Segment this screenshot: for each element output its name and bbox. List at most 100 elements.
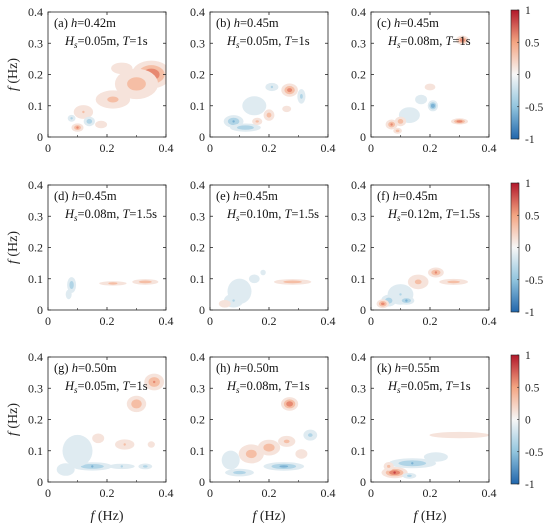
x-tick-label: 0 — [207, 141, 213, 155]
y-tick-label: 0.4 — [351, 5, 366, 19]
x-tick-label: 0.2 — [423, 314, 438, 328]
y-tick-label: 0.1 — [28, 272, 43, 286]
contour-level — [459, 38, 465, 42]
x-tick-label: 0.4 — [321, 314, 336, 328]
panel-heatmap — [385, 35, 469, 134]
panel-heatmap — [221, 397, 318, 477]
contour-level — [263, 443, 275, 452]
heatmap-region — [424, 83, 436, 91]
x-tick-label: 0.4 — [159, 141, 174, 155]
heatmap-region — [297, 89, 306, 104]
heatmap-region — [376, 299, 389, 309]
contour-level — [397, 119, 404, 124]
colorbar-tick-label: 0 — [525, 70, 531, 82]
heatmap-region — [242, 96, 267, 116]
colorbar-tick-label: 1 — [525, 178, 531, 190]
heatmap-region — [282, 105, 292, 113]
x-tick-label: 0 — [45, 486, 51, 500]
panel-a: 0 0.1 0.2 0.3 0.4 0 0.2 0.4 (a) h=0.42m Hs=0.05m,… — [28, 5, 174, 155]
y-tick-label: 0.1 — [190, 272, 205, 286]
panel-c: 0 0.1 0.2 0.3 0.4 0 0.2 0.4 (c) h=0.45m Hs=0.08m,… — [351, 5, 497, 155]
heatmap-region — [455, 35, 469, 45]
colorbar-tick-label: -1 — [525, 134, 535, 146]
y-tick-label: 0.4 — [351, 178, 366, 192]
contour-level — [127, 77, 146, 91]
panel-heatmap — [67, 60, 166, 132]
colorbar-tick-label: -1 — [525, 307, 535, 319]
heatmap-region — [138, 463, 153, 470]
contour-level — [138, 280, 152, 284]
heatmap-region — [225, 468, 254, 477]
colorbar: 1 0.5 0 -0.5 -1 — [510, 178, 543, 319]
contour-level — [399, 293, 402, 296]
heatmap-region — [132, 279, 159, 285]
y-axis-label: f (Hz) — [6, 403, 21, 436]
y-tick-label: 0 — [360, 303, 366, 317]
panel-title: (g) h=0.50m — [54, 361, 117, 375]
y-tick-label: 0.1 — [351, 444, 366, 458]
y-tick-label: 0.2 — [351, 241, 366, 255]
panel-e: 0 0.1 0.2 0.3 0.4 0 0.2 0.4 (e) h=0.45m Hs=0.10m,… — [190, 178, 336, 328]
y-tick-label: 0.1 — [190, 444, 205, 458]
panel-title: (e) h=0.45m — [216, 189, 278, 203]
y-tick-label: 0.4 — [28, 178, 43, 192]
y-tick-label: 0 — [360, 130, 366, 144]
heatmap-region — [398, 296, 415, 305]
contour-level — [143, 465, 148, 468]
contour-level — [405, 299, 408, 302]
panel-title: (k) h=0.55m — [377, 361, 440, 375]
contour-level — [147, 441, 155, 448]
y-tick-label: 0.4 — [28, 5, 43, 19]
heatmap-region — [273, 279, 312, 285]
contour-level — [423, 452, 448, 462]
heatmap-region — [92, 433, 105, 444]
panel-heatmap — [65, 277, 159, 300]
contour-level — [76, 126, 79, 129]
panel-d: 0 0.1 0.2 0.3 0.4 0 0.2 0.4 (d) h=0.45m Hs=0.08m,… — [28, 178, 174, 328]
panel-g: 0 0.1 0.2 0.3 0.4 0 0.2 0.4 (g) h=0.50m Hs=0.05m,… — [28, 350, 174, 500]
heatmap-region — [99, 281, 127, 286]
x-tick-label: 0 — [368, 486, 374, 500]
y-tick-label: 0.2 — [351, 413, 366, 427]
heatmap-region — [402, 472, 417, 479]
contour-level — [381, 302, 385, 306]
panel-f: 0 0.1 0.2 0.3 0.4 0 0.2 0.4 (f) h=0.45m Hs=0.12m,… — [351, 178, 497, 328]
y-tick-label: 0 — [360, 475, 366, 489]
contour-level — [395, 129, 400, 133]
y-tick-label: 0 — [37, 303, 43, 317]
y-tick-label: 0.2 — [190, 68, 205, 82]
x-tick-label: 0.4 — [482, 486, 497, 500]
x-axis-label: f (Hz) — [413, 509, 446, 524]
y-tick-label: 0.1 — [28, 99, 43, 113]
heatmap-region — [281, 397, 299, 411]
panel-title: (a) h=0.42m — [54, 16, 116, 30]
heatmap-region — [423, 452, 448, 462]
y-tick-label: 0.3 — [28, 36, 43, 50]
contour-level — [65, 289, 72, 300]
contour-level — [82, 110, 85, 114]
contour-level — [70, 117, 73, 120]
contour-level — [430, 103, 435, 108]
contour-level — [232, 120, 235, 123]
contour-level — [120, 465, 124, 468]
y-tick-label: 0.3 — [190, 381, 205, 395]
contour-level — [266, 112, 272, 118]
heatmap-region — [393, 127, 402, 134]
heatmap-region — [415, 94, 428, 105]
colorbar-tick-label: -1 — [525, 479, 535, 491]
contour-level — [62, 434, 93, 467]
colorbar-tick-label: 0.5 — [525, 37, 540, 49]
panel-heatmap — [381, 431, 489, 479]
colorbar-tick-label: 0 — [525, 415, 531, 427]
x-tick-label: 0 — [207, 486, 213, 500]
x-tick-label: 0.2 — [423, 141, 438, 155]
y-tick-label: 0 — [199, 303, 205, 317]
heatmap-region — [147, 441, 155, 448]
x-tick-label: 0.2 — [262, 141, 277, 155]
contour-level — [248, 274, 260, 284]
contour-level — [69, 281, 74, 289]
colorbar-tick-label: 0.5 — [525, 210, 540, 222]
contour-level — [283, 439, 290, 444]
panel-k: 0 0.1 0.2 0.3 0.4 0 0.2 0.4 (k) h=0.55m Hs=0.05m,… — [351, 350, 497, 500]
y-tick-label: 0.2 — [28, 413, 43, 427]
